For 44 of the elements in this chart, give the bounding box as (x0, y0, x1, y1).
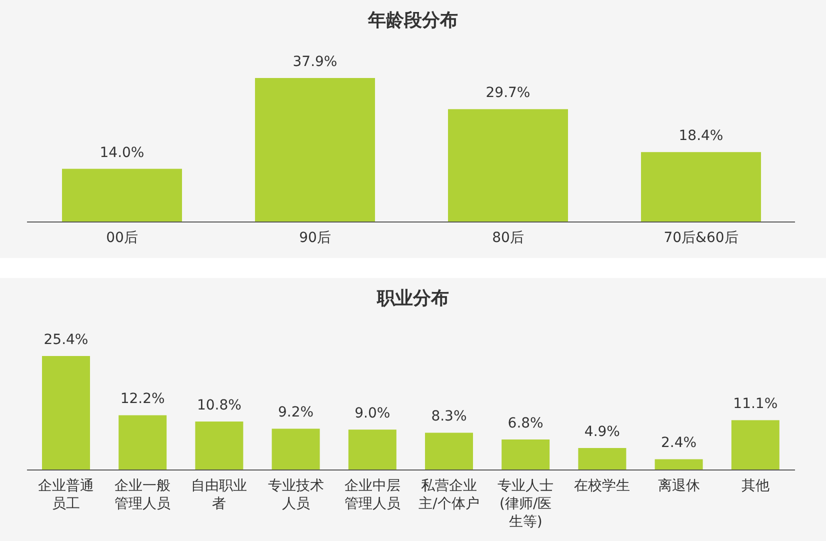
x-tick-label: 企业一般管理人员 (114, 478, 171, 512)
x-tick-label: 企业普通员工 (38, 477, 94, 512)
data-label: 10.8% (196, 398, 242, 414)
bar (448, 109, 568, 222)
x-tick-label: 专业技术人员 (268, 478, 324, 512)
bar (731, 420, 780, 470)
bar (255, 78, 375, 222)
data-label: 11.1% (733, 396, 778, 412)
x-tick-label: 00后 (106, 230, 138, 246)
bar (641, 152, 761, 222)
data-label: 2.4% (661, 435, 697, 452)
bar (272, 428, 320, 470)
bar (62, 168, 182, 222)
data-label: 4.9% (584, 424, 620, 440)
data-label: 37.9% (292, 54, 338, 70)
x-tick-label: 专业人士(律师/医生等) (498, 478, 554, 530)
data-label: 12.2% (120, 391, 165, 408)
data-label: 14.0% (100, 144, 144, 161)
x-tick-label: 企业中层管理人员 (344, 478, 400, 512)
data-label: 9.2% (278, 404, 314, 421)
bar (348, 430, 396, 470)
x-tick-label: 80后 (492, 230, 524, 246)
bar (42, 356, 90, 470)
bar (654, 459, 703, 470)
data-label: 18.4% (678, 128, 724, 144)
x-tick-label: 自由职业者 (191, 478, 248, 512)
bar (502, 439, 550, 470)
bar (195, 422, 244, 470)
x-tick-label: 其他 (741, 478, 770, 494)
bar (425, 432, 473, 470)
x-tick-label: 90后 (299, 230, 331, 246)
chart-title: 职业分布 (376, 288, 449, 309)
data-label: 6.8% (508, 415, 544, 432)
x-tick-label: 私营企业主/个体户 (418, 478, 480, 512)
x-tick-label: 在校学生 (574, 478, 630, 494)
data-label: 29.7% (486, 85, 530, 102)
chart-title: 年龄段分布 (367, 10, 458, 31)
bar (118, 415, 167, 470)
x-tick-label: 离退休 (658, 478, 700, 494)
x-tick-label: 70后&60后 (664, 230, 738, 246)
data-label: 8.3% (431, 408, 467, 425)
data-label: 25.4% (44, 332, 88, 348)
data-label: 9.0% (354, 406, 390, 422)
bar (578, 448, 626, 470)
